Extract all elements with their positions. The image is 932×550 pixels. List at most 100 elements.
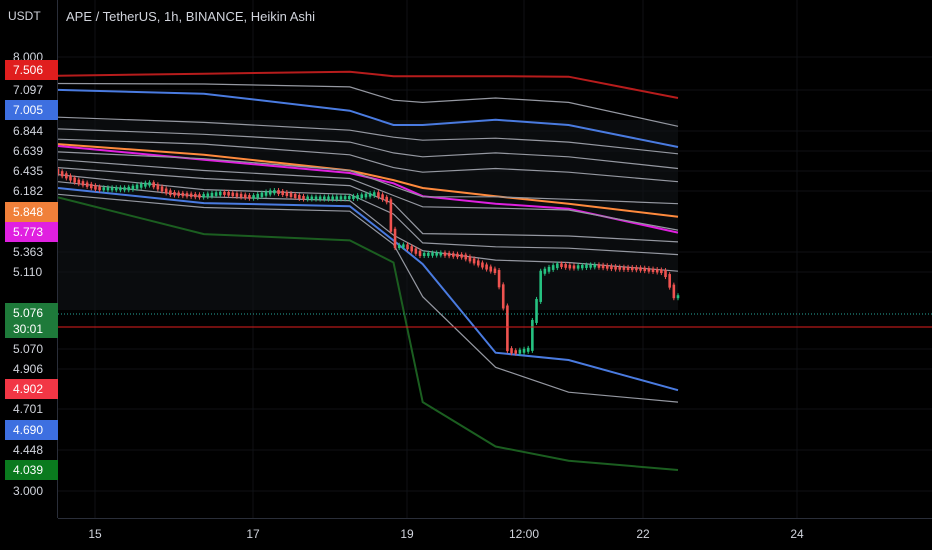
candle-body bbox=[347, 196, 351, 200]
candle-body bbox=[218, 191, 222, 196]
candle-body bbox=[501, 284, 505, 309]
x-tick-label: 15 bbox=[88, 527, 102, 541]
candle-body bbox=[493, 268, 497, 274]
chart-title: APE / TetherUS, 1h, BINANCE, Heikin Ashi bbox=[66, 9, 315, 24]
y-tick-labels: 8.0007.0976.8446.6396.4356.1825.3635.110… bbox=[13, 50, 43, 498]
candle-body bbox=[327, 196, 330, 200]
last-price-line-layer bbox=[58, 313, 932, 328]
candle-body bbox=[543, 268, 547, 274]
currency-label: USDT bbox=[8, 9, 41, 23]
candle-body bbox=[576, 265, 580, 269]
candle-body bbox=[356, 195, 359, 199]
candle-body bbox=[431, 252, 434, 256]
price-tag-label: 5.773 bbox=[13, 225, 43, 239]
candle-body bbox=[110, 187, 114, 191]
candle-body bbox=[655, 269, 659, 273]
candle-body bbox=[476, 260, 480, 266]
candle-body bbox=[564, 264, 567, 268]
candle-body bbox=[535, 298, 538, 323]
candle-body bbox=[676, 295, 680, 299]
candle-body bbox=[360, 194, 364, 199]
y-tick-label: 4.906 bbox=[13, 362, 43, 376]
x-tick-label: 17 bbox=[246, 527, 260, 541]
candle-body bbox=[626, 266, 630, 271]
countdown-label: 30:01 bbox=[13, 322, 43, 336]
candle-body bbox=[235, 193, 239, 197]
price-tag bbox=[5, 222, 58, 242]
candle-body bbox=[85, 182, 89, 187]
candle-body bbox=[352, 195, 355, 200]
candle-body bbox=[672, 284, 676, 299]
candle-body bbox=[135, 184, 139, 189]
candle-body bbox=[264, 191, 268, 196]
candle-body bbox=[568, 264, 572, 269]
candle-body bbox=[489, 266, 493, 272]
candle-body bbox=[647, 268, 651, 272]
candle-body bbox=[460, 254, 463, 258]
candle-body bbox=[169, 190, 172, 196]
y-tick-label: 6.182 bbox=[13, 184, 43, 198]
candle-body bbox=[98, 186, 101, 191]
series-line-15 bbox=[57, 196, 679, 471]
candle-body bbox=[547, 266, 551, 272]
candle-body bbox=[89, 183, 93, 189]
candle-body bbox=[385, 196, 389, 203]
series-line-0 bbox=[57, 70, 679, 99]
candle-body bbox=[435, 252, 438, 256]
price-tag-label: 7.506 bbox=[13, 63, 43, 77]
candle-body bbox=[560, 263, 563, 268]
candle-body bbox=[497, 270, 501, 288]
candle-body bbox=[389, 199, 393, 232]
candle-body bbox=[94, 185, 97, 190]
candle-body bbox=[526, 347, 530, 352]
candle-body bbox=[298, 194, 301, 199]
candle-body bbox=[285, 192, 289, 196]
candle-body bbox=[447, 252, 451, 257]
candle-body bbox=[73, 177, 76, 183]
series-layer bbox=[57, 70, 679, 471]
candle-body bbox=[372, 192, 376, 196]
candle-body bbox=[289, 192, 293, 197]
candle-body bbox=[69, 175, 72, 181]
candle-body bbox=[630, 267, 634, 271]
y-tick-label: 4.701 bbox=[13, 402, 43, 416]
candle-body bbox=[131, 185, 135, 190]
y-tick-label: 6.435 bbox=[13, 164, 43, 178]
x-tick-labels[interactable]: 15 17 19 12:00 22 24 bbox=[88, 527, 804, 541]
candle-body bbox=[102, 187, 106, 191]
price-tags: 7.506 7.005 5.848 5.773 5.076 4.902 4.690 4.039… bbox=[5, 60, 58, 480]
candle-body bbox=[597, 264, 601, 268]
price-tag bbox=[5, 100, 58, 120]
y-tick-label: 3.000 bbox=[13, 484, 43, 498]
candle-body bbox=[580, 264, 584, 269]
candle-body bbox=[239, 193, 243, 198]
candle-body bbox=[364, 193, 368, 198]
candle-body bbox=[551, 265, 555, 270]
candle-body bbox=[260, 192, 264, 197]
candle-body bbox=[468, 256, 472, 262]
candle-body bbox=[443, 252, 447, 256]
candle-body bbox=[539, 270, 542, 302]
x-tick-label: 24 bbox=[790, 527, 804, 541]
series-line-6 bbox=[57, 143, 679, 218]
candle-body bbox=[556, 263, 559, 269]
candle-body bbox=[114, 187, 118, 191]
candle-body bbox=[414, 248, 418, 254]
candle-body bbox=[185, 193, 189, 197]
candle-body bbox=[160, 186, 164, 192]
candle-body bbox=[393, 228, 397, 249]
candle-body bbox=[189, 193, 193, 197]
candle-body bbox=[368, 192, 372, 197]
candle-body bbox=[144, 182, 147, 187]
candle-body bbox=[377, 192, 380, 198]
series-line-9 bbox=[57, 159, 679, 231]
candle-body bbox=[206, 193, 210, 198]
candle-body bbox=[323, 196, 326, 200]
candle-body bbox=[331, 196, 334, 200]
series-line-2 bbox=[57, 88, 679, 148]
candle-body bbox=[518, 349, 522, 354]
candle-body bbox=[277, 190, 280, 195]
candle-body bbox=[173, 192, 176, 196]
current-price-label: 5.076 bbox=[13, 306, 43, 320]
